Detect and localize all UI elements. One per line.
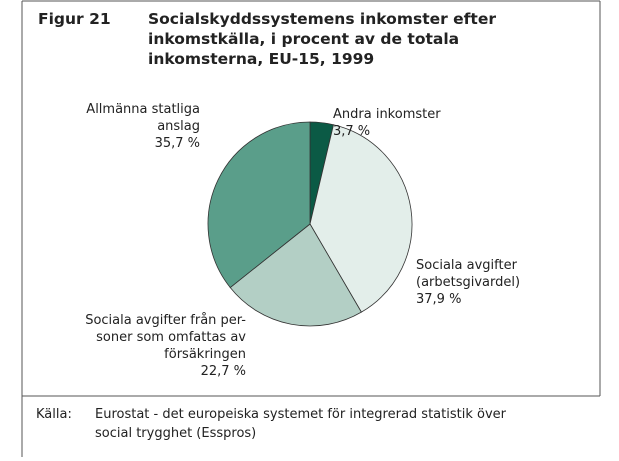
figure-label: Figur 21 (38, 10, 111, 28)
slice-label: Sociala avgifter (416, 258, 518, 273)
value-label: 3,7 % (333, 124, 370, 139)
slice-label: Allmänna statliga (86, 102, 200, 117)
source-label: Källa: (36, 407, 72, 422)
pie-slice (229, 223, 362, 327)
chart-title: Socialskyddssystemens inkomster efter (148, 10, 496, 28)
value-label: 35,7 % (155, 136, 200, 151)
value-label: 22,7 % (201, 364, 246, 379)
value-label: 37,9 % (416, 292, 461, 307)
slice-label: (arbetsgivardel) (416, 275, 520, 290)
source: Eurostat - det europeiska systemet för i… (95, 407, 507, 422)
slice-label: Andra inkomster (333, 107, 441, 122)
slice-label: Sociala avgifter från per- (85, 313, 246, 328)
slice-label: anslag (157, 119, 200, 134)
slice-label: soner som omfattas av (96, 330, 246, 345)
source: social trygghet (Esspros) (95, 426, 256, 441)
slice-label: försäkringen (164, 347, 246, 362)
chart-title: inkomsterna, EU-15, 1999 (148, 50, 374, 68)
chart-title: inkomstkälla, i procent av de totala (148, 30, 459, 48)
pie-slice (207, 121, 311, 289)
pie-slice (309, 124, 413, 313)
